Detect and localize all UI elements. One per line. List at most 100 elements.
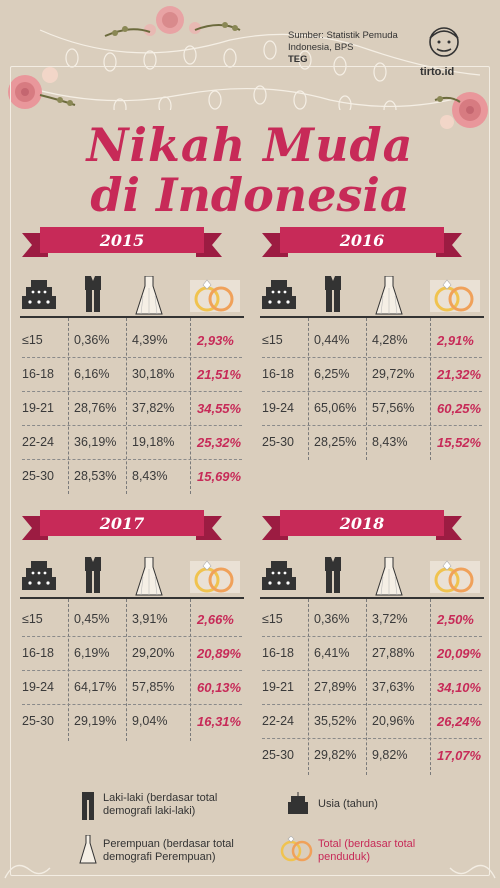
- title-line-2: di Indonesia: [90, 168, 410, 222]
- flower-left: [8, 67, 76, 109]
- string-lights-decoration: [8, 6, 481, 110]
- column-icons: [22, 557, 252, 597]
- column-icons: [22, 276, 252, 316]
- cell-age: ≤15: [22, 333, 43, 347]
- table-row: 25-30 28,25% 8,43% 15,52%: [262, 435, 492, 467]
- logo-text: tirto.id: [420, 66, 455, 78]
- cell-female: 19,18%: [132, 435, 175, 449]
- cell-male: 6,41%: [314, 646, 350, 660]
- cell-female: 4,28%: [372, 333, 408, 347]
- legend-total-line-2: penduduk): [318, 851, 370, 863]
- table-row: ≤15 0,45% 3,91% 2,66%: [22, 612, 252, 644]
- dress-icon: [135, 276, 163, 315]
- bottom-flourish: [4, 864, 496, 879]
- source-line-1: Sumber: Statistik Pemuda: [288, 30, 398, 41]
- cell-age: 16-18: [262, 646, 294, 660]
- column-separator: [430, 599, 431, 775]
- row-separator: [262, 704, 482, 705]
- suit-icon: [85, 276, 101, 312]
- cell-female: 27,88%: [372, 646, 415, 660]
- cell-age: ≤15: [22, 612, 43, 626]
- cell-female: 8,43%: [372, 435, 408, 449]
- table-row: 19-21 27,89% 37,63% 34,10%: [262, 680, 492, 712]
- legend-male: Laki-laki (berdasar total demografi laki…: [103, 792, 217, 818]
- cell-age: 25-30: [262, 748, 294, 762]
- cell-male: 6,25%: [314, 367, 350, 381]
- cell-total: 2,50%: [437, 612, 474, 627]
- cell-age: 25-30: [22, 714, 54, 728]
- cell-age: 16-18: [22, 367, 54, 381]
- row-separator: [22, 704, 242, 705]
- year-label: 2017: [99, 514, 145, 533]
- table-row: 22-24 36,19% 19,18% 25,32%: [22, 435, 252, 467]
- cell-age: 16-18: [262, 367, 294, 381]
- legend-age-line-1: Usia (tahun): [318, 798, 378, 810]
- table-row: 25-30 29,82% 9,82% 17,07%: [262, 748, 492, 780]
- row-separator: [262, 738, 482, 739]
- cell-age: 16-18: [22, 646, 54, 660]
- column-separator: [190, 318, 191, 494]
- cell-total: 60,25%: [437, 401, 482, 416]
- cell-female: 9,04%: [132, 714, 168, 728]
- cake-icon: [22, 280, 56, 309]
- cell-age: 19-21: [22, 401, 54, 415]
- dress-icon: [135, 557, 163, 596]
- legend-total: Total (berdasar total penduduk): [318, 838, 415, 864]
- cell-total: 15,52%: [437, 435, 482, 450]
- cell-age: ≤15: [262, 333, 283, 347]
- column-icons: [262, 557, 492, 597]
- row-separator: [262, 636, 482, 637]
- column-separator: [126, 318, 127, 494]
- column-separator: [366, 599, 367, 775]
- cell-male: 64,17%: [74, 680, 117, 694]
- rings-icon: [190, 560, 240, 593]
- row-separator: [262, 670, 482, 671]
- source-line-2: Indonesia, BPS: [288, 42, 354, 53]
- cell-female: 57,56%: [372, 401, 415, 415]
- cell-male: 0,36%: [74, 333, 110, 347]
- source-note: Sumber: Statistik Pemuda Indonesia, BPS …: [288, 30, 408, 66]
- year-ribbon: 2016: [262, 225, 462, 259]
- tirto-logo-icon: [429, 27, 459, 57]
- cell-total: 60,13%: [197, 680, 242, 695]
- table-row: ≤15 0,36% 4,39% 2,93%: [22, 333, 252, 365]
- author: TEG: [288, 54, 308, 65]
- row-separator: [22, 425, 242, 426]
- header-divider: [20, 316, 244, 318]
- cell-female: 3,72%: [372, 612, 408, 626]
- cell-female: 37,63%: [372, 680, 415, 694]
- cell-total: 34,10%: [437, 680, 482, 695]
- row-separator: [22, 459, 242, 460]
- table-row: 22-24 35,52% 20,96% 26,24%: [262, 714, 492, 746]
- legend-dress-icon: [79, 835, 97, 864]
- suit-icon: [325, 557, 341, 593]
- cell-age: ≤15: [262, 612, 283, 626]
- cell-male: 0,44%: [314, 333, 350, 347]
- cell-total: 2,91%: [437, 333, 474, 348]
- cell-male: 6,16%: [74, 367, 110, 381]
- legend-suit-icon: [82, 792, 94, 820]
- dress-icon: [375, 557, 403, 596]
- year-ribbon: 2017: [22, 508, 222, 542]
- legend-male-line-2: demografi laki-laki): [103, 805, 196, 817]
- cell-male: 6,19%: [74, 646, 110, 660]
- rings-icon: [430, 560, 480, 593]
- cake-icon: [262, 561, 296, 590]
- table-row: 16-18 6,19% 29,20% 20,89%: [22, 646, 252, 678]
- cell-male: 28,53%: [74, 469, 117, 483]
- cell-total: 17,07%: [437, 748, 482, 763]
- cell-total: 21,32%: [437, 367, 482, 382]
- cell-female: 30,18%: [132, 367, 175, 381]
- header-divider: [260, 597, 484, 599]
- cake-icon: [22, 561, 56, 590]
- cell-age: 19-24: [262, 401, 294, 415]
- cell-female: 37,82%: [132, 401, 175, 415]
- cell-female: 20,96%: [372, 714, 415, 728]
- row-separator: [262, 391, 482, 392]
- legend-total-line-1: Total (berdasar total: [318, 838, 416, 850]
- legend-cake-icon: [288, 792, 308, 814]
- year-label: 2016: [339, 231, 385, 250]
- row-separator: [262, 425, 482, 426]
- column-separator: [68, 318, 69, 494]
